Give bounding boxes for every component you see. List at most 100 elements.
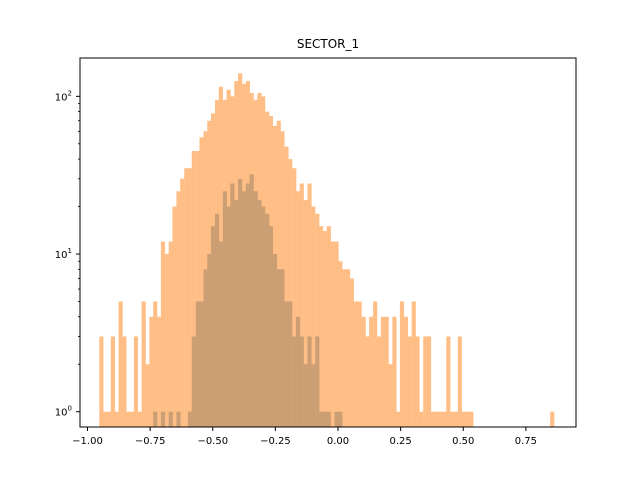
series-1-bar-68 — [361, 316, 366, 427]
series-2-bar-25 — [268, 226, 274, 427]
series-2-bar-9 — [207, 254, 212, 427]
series-1-bar-49 — [288, 159, 293, 427]
series-2-bar-31 — [292, 336, 297, 427]
series-2-bar-30 — [288, 301, 293, 427]
series-1-bar-74 — [384, 316, 389, 427]
series-2-bar-6 — [195, 301, 200, 427]
series-1-bar-26 — [199, 137, 204, 427]
series-2-bar-29 — [284, 301, 289, 427]
series-2-bar-2 — [168, 411, 173, 427]
y-tick-label-0: 100 — [55, 405, 72, 419]
series-2-bar-3 — [176, 411, 181, 427]
series-2-bar-26 — [272, 254, 278, 427]
x-tick-label-6: 0.50 — [452, 436, 474, 447]
series-1-bar-20 — [176, 191, 181, 427]
series-1-bar-61 — [334, 241, 339, 427]
series-1-bar-15 — [157, 316, 162, 427]
series-1-bar-53 — [303, 200, 308, 427]
series-2-bar-17 — [238, 178, 243, 427]
series-1-bar-76 — [392, 316, 397, 427]
series-2-bar-24 — [265, 213, 270, 427]
series-2-bar-38 — [318, 411, 324, 427]
series-1-bar-90 — [446, 336, 451, 427]
series-1-bar-16 — [160, 241, 166, 427]
series-1-bar-78 — [399, 301, 405, 427]
series-1-bar-9 — [133, 336, 139, 427]
series-1-bar-52 — [299, 183, 304, 427]
series-1-bar-63 — [342, 269, 347, 427]
series-1-bar-48 — [284, 146, 289, 427]
series-2-bar-35 — [307, 336, 312, 427]
series-1-bar-84 — [423, 336, 428, 427]
series-2-bar-7 — [199, 301, 204, 427]
series-2-bar-36 — [311, 364, 316, 427]
series-2-bar-1 — [160, 411, 166, 427]
axes-layer: −1.00 −0.75 −0.50 −0.25 0.00 0.25 0.50 0.75 100 1… — [55, 89, 537, 447]
series-1-bar-50 — [292, 168, 297, 427]
series-1-bar-83 — [419, 411, 424, 427]
series-2-bar-14 — [226, 206, 231, 427]
series-1-bar-75 — [388, 364, 393, 427]
series-1-bar-65 — [349, 278, 354, 427]
series-1-bar-62 — [338, 261, 343, 427]
series-2-bar-39 — [322, 411, 328, 427]
series-1-bar-71 — [373, 301, 378, 427]
series-1-bar-94 — [461, 411, 466, 427]
series-1-bar-96 — [469, 411, 474, 427]
series-2-bar-13 — [222, 191, 227, 427]
series-1-bar-7 — [126, 411, 131, 427]
series-1-bar-87 — [434, 411, 439, 427]
y-tick-label-1: 101 — [55, 247, 72, 261]
series-1-bar-13 — [149, 316, 154, 427]
series-2-bar-19 — [245, 183, 250, 427]
x-tick-label-5: 0.25 — [390, 436, 412, 447]
series-1-bar-18 — [168, 241, 173, 427]
series-1-bar-64 — [346, 269, 351, 427]
series-1-bar-56 — [315, 213, 320, 427]
series-1-bar-70 — [369, 316, 374, 427]
x-tick-label-1: −0.75 — [135, 436, 166, 447]
series-1-bar-85 — [426, 336, 432, 427]
plot-frame — [79, 57, 577, 428]
series-2-bar-12 — [218, 241, 223, 427]
series-2-bar-34 — [303, 364, 308, 427]
series-1-bar-95 — [465, 411, 470, 427]
x-tick-label-3: −0.25 — [260, 436, 291, 447]
bars-layer — [99, 73, 555, 428]
series-1-bar-24 — [191, 151, 196, 427]
series-1-bar-51 — [295, 191, 301, 427]
series-1-bar-11 — [141, 301, 146, 427]
series-1-bar-14 — [153, 301, 158, 427]
series-1-bar-22 — [184, 168, 189, 427]
y-tick-label-2: 102 — [55, 89, 72, 103]
series-2-bar-15 — [230, 183, 235, 427]
series-2-bar-37 — [315, 336, 320, 427]
series-2-bar-32 — [295, 316, 301, 427]
series-1-bar-72 — [376, 336, 381, 427]
series-1-bar-10 — [137, 411, 143, 427]
series-1-bar-17 — [164, 254, 170, 427]
series-2 — [153, 174, 343, 427]
series-1-bar-19 — [172, 206, 177, 427]
series-2-bar-11 — [215, 213, 220, 427]
series-1-bar-58 — [322, 230, 328, 427]
series-1-bar-12 — [145, 364, 150, 427]
series-1-bar-92 — [454, 411, 459, 427]
series-1-bar-2 — [107, 411, 112, 427]
series-2-bar-42 — [338, 411, 343, 427]
series-1-bar-57 — [318, 226, 324, 427]
series-2-bar-40 — [326, 411, 331, 427]
series-2-bar-10 — [211, 226, 216, 427]
series-1-bar-0 — [99, 336, 104, 427]
series-1-bar-73 — [380, 316, 386, 427]
series-1-bar-91 — [450, 411, 455, 427]
series-1-bar-6 — [122, 336, 127, 427]
series-1-bar-25 — [195, 151, 200, 427]
series-1-bar-3 — [110, 336, 115, 427]
series-1-bar-80 — [407, 336, 412, 427]
series-1-bar-69 — [365, 336, 370, 427]
series-1-bar-55 — [311, 206, 316, 427]
series-2-bar-8 — [203, 269, 208, 427]
